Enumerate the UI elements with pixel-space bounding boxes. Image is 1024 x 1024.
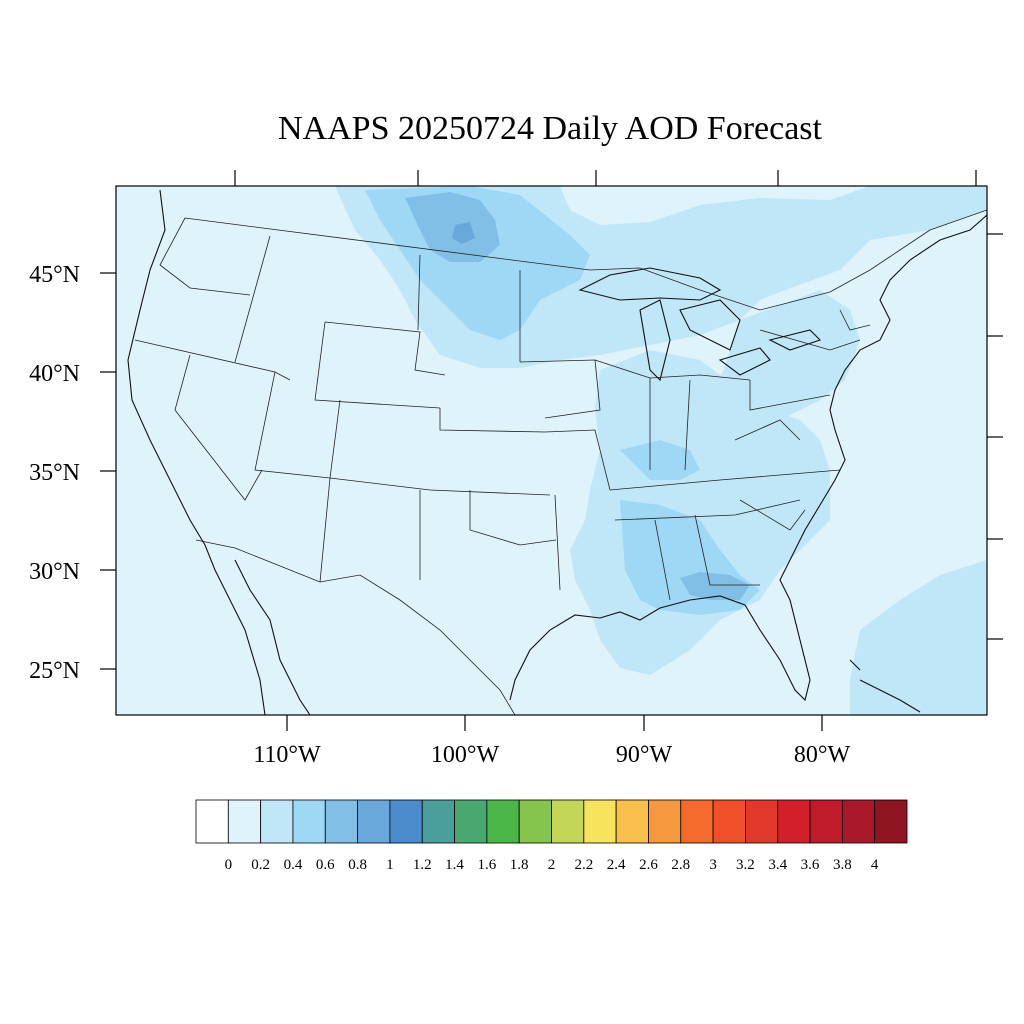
lon-label-90w: 90°W — [616, 742, 673, 768]
lat-label-35: 35°N — [29, 460, 80, 486]
colorbar-tick-label: 3.4 — [768, 857, 787, 873]
aod-field — [116, 186, 987, 715]
right-ticks — [987, 233, 1003, 640]
state-and-country-boundaries — [134, 209, 987, 715]
colorbar-swatch — [292, 799, 326, 844]
colorbar-tick-label: 0.6 — [316, 857, 335, 873]
colorbar-swatch — [809, 799, 843, 844]
colorbar-tick-label: 3.6 — [801, 857, 820, 873]
colorbar-swatch — [745, 799, 779, 844]
colorbar-tick-label: 1.8 — [510, 857, 529, 873]
lon-label-80w: 80°W — [794, 742, 851, 768]
aod-level-0.8-regions — [405, 192, 750, 600]
colorbar — [195, 799, 908, 844]
colorbar-swatch — [518, 799, 552, 844]
longitude-labels: 110°W 100°W 90°W 80°W — [253, 742, 850, 768]
colorbar-tick-label: 2.4 — [607, 857, 626, 873]
colorbar-tick-label: 1.2 — [413, 857, 432, 873]
colorbar-swatch — [841, 799, 876, 844]
colorbar-tick-label: 1 — [386, 857, 394, 873]
colorbar-swatch — [454, 799, 488, 844]
colorbar-swatch — [648, 799, 682, 844]
lon-label-100w: 100°W — [431, 742, 500, 768]
colorbar-labels: 0 0.2 0.4 0.6 0.8 1 1.2 1.4 1.6 1.8 2 2.2 2.4 2.6 2.8 3… — [225, 857, 879, 873]
colorbar-tick-label: 4 — [871, 857, 879, 873]
latitude-labels: 45°N 40°N 35°N 30°N 25°N — [29, 262, 80, 684]
colorbar-tick-label: 0 — [225, 857, 233, 873]
top-ticks — [234, 170, 977, 186]
left-ticks — [100, 272, 116, 670]
colorbar-tick-label: 2.6 — [639, 857, 658, 873]
colorbar-swatch — [260, 799, 294, 844]
colorbar-tick-label: 1.6 — [477, 857, 496, 873]
lat-label-40: 40°N — [29, 361, 80, 387]
colorbar-tick-label: 0.8 — [348, 857, 367, 873]
colorbar-tick-label: 2 — [548, 857, 556, 873]
colorbar-swatch — [712, 799, 746, 844]
colorbar-tick-label: 2.2 — [574, 857, 593, 873]
colorbar-swatch — [195, 799, 229, 844]
colorbar-swatch — [357, 799, 391, 844]
colorbar-swatch — [615, 799, 649, 844]
colorbar-tick-label: 3 — [709, 857, 717, 873]
map-title: NAAPS 20250724 Daily AOD Forecast — [278, 110, 822, 147]
bottom-ticks — [286, 715, 823, 731]
colorbar-swatch — [227, 799, 262, 844]
colorbar-tick-label: 3.8 — [833, 857, 852, 873]
colorbar-tick-label: 3.2 — [736, 857, 755, 873]
colorbar-swatch — [874, 799, 908, 844]
lat-label-45: 45°N — [29, 262, 80, 288]
colorbar-swatch — [389, 799, 423, 844]
map-frame — [115, 185, 988, 716]
colorbar-swatch — [486, 799, 520, 844]
colorbar-swatch — [777, 799, 811, 844]
colorbar-swatch — [583, 799, 617, 844]
colorbar-swatch — [324, 799, 358, 844]
colorbar-tick-label: 2.8 — [671, 857, 690, 873]
coastlines — [127, 189, 987, 715]
colorbar-tick-label: 1.4 — [445, 857, 464, 873]
lat-label-30: 30°N — [29, 559, 80, 585]
colorbar-swatch — [421, 799, 455, 844]
colorbar-swatch — [551, 799, 585, 844]
lon-label-110w: 110°W — [253, 742, 321, 768]
aod-level-1.0-core — [452, 222, 475, 244]
lat-label-25: 25°N — [29, 658, 80, 684]
colorbar-swatch — [680, 799, 714, 844]
colorbar-tick-label: 0.2 — [251, 857, 270, 873]
colorbar-tick-label: 0.4 — [284, 857, 303, 873]
